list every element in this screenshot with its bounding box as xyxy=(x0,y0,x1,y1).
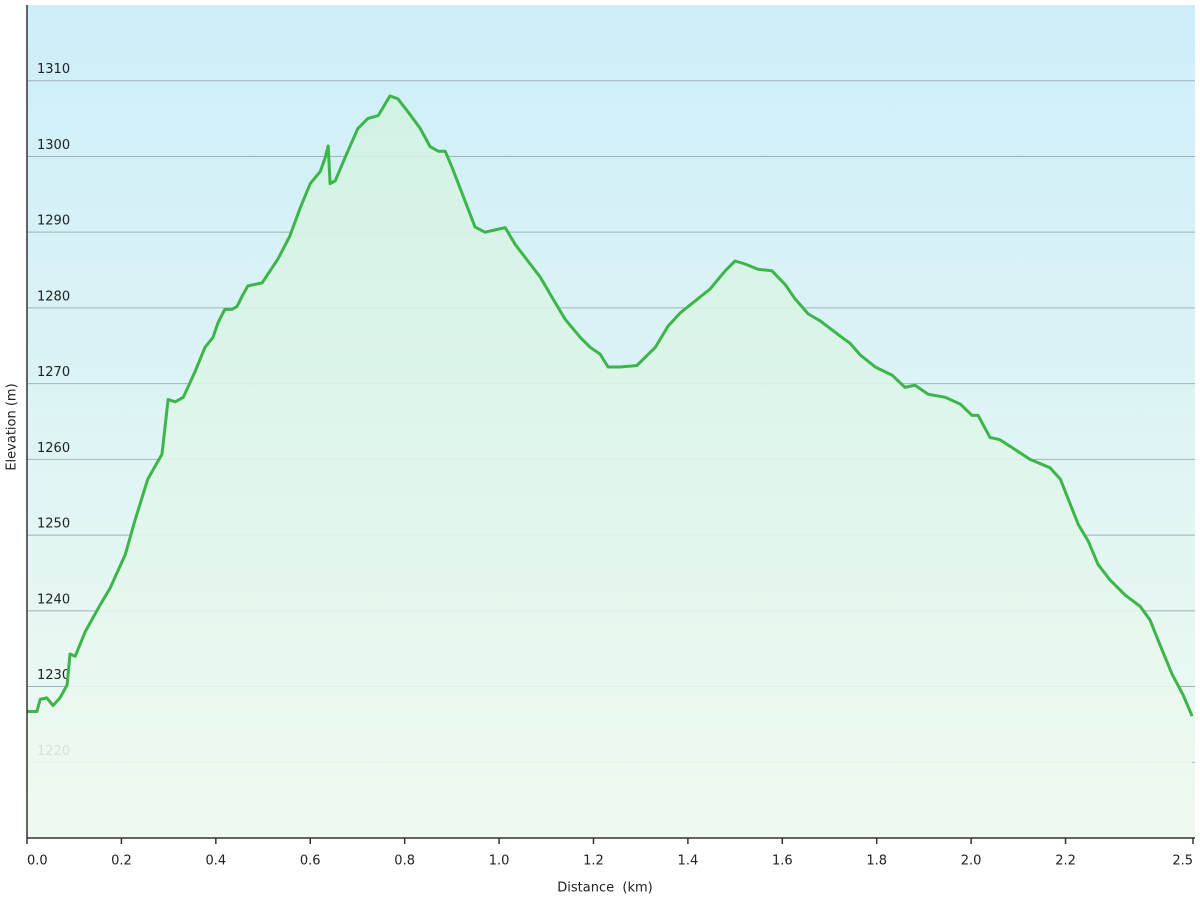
x-axis-label: Distance (km) xyxy=(557,881,652,896)
x-tick-label: 2.2 xyxy=(1055,854,1076,869)
x-tick-label: 2.5 xyxy=(1172,854,1193,869)
area-fill xyxy=(27,95,1193,838)
x-tick-label: 1.4 xyxy=(678,854,699,869)
y-tick-label: 1300 xyxy=(37,138,70,153)
y-tick-label: 1310 xyxy=(37,62,70,77)
y-tick-label: 1250 xyxy=(37,517,70,532)
x-tick-label: 1.8 xyxy=(866,854,887,869)
x-tick-label: 2.0 xyxy=(961,854,982,869)
elevation-line xyxy=(27,94,1194,717)
y-tick-label: 1270 xyxy=(37,365,70,380)
y-tick-label: 1280 xyxy=(37,289,70,304)
x-tick-label: 1.2 xyxy=(583,854,604,869)
y-tick-label: 1240 xyxy=(37,592,70,607)
x-tick-label: 0.4 xyxy=(205,854,226,869)
y-tick-label: 1290 xyxy=(37,214,70,229)
x-tick-label: 0.6 xyxy=(300,854,321,869)
x-tick-label: 0.8 xyxy=(394,854,415,869)
y-axis-label: Elevation (m) xyxy=(5,383,20,470)
y-tick-label: 1230 xyxy=(37,668,70,683)
x-tick-label: 0.2 xyxy=(111,854,132,869)
x-tick-label: 0.0 xyxy=(27,854,48,869)
x-tick-label: 1.0 xyxy=(489,854,510,869)
x-tick-label: 1.6 xyxy=(772,854,793,869)
y-tick-label: 1260 xyxy=(37,441,70,456)
